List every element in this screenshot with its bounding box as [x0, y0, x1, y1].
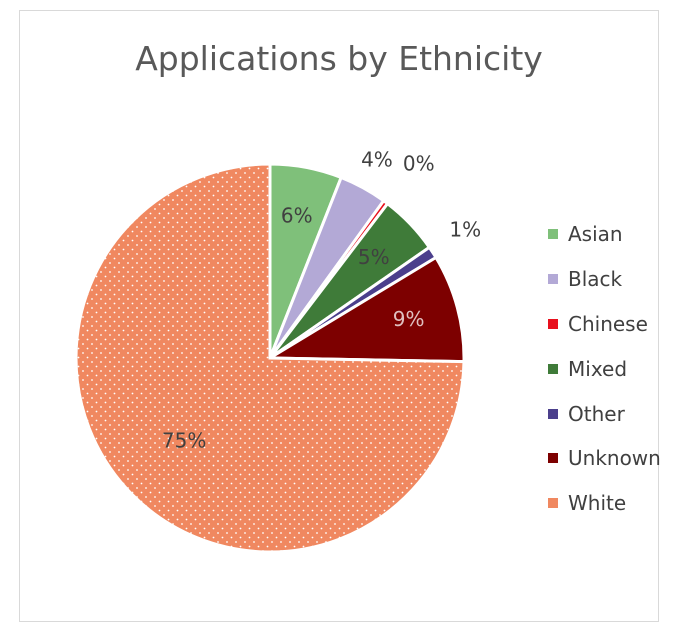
- legend-label: Chinese: [568, 311, 648, 336]
- legend-label: Mixed: [568, 356, 628, 381]
- chart-title: Applications by Ethnicity: [135, 39, 543, 78]
- legend-swatch: [548, 408, 558, 419]
- data-label-black: 4%: [361, 147, 393, 171]
- legend-label: White: [568, 491, 627, 516]
- data-label-other: 1%: [449, 218, 481, 242]
- data-label-mixed: 5%: [358, 245, 390, 269]
- legend-swatch: [548, 318, 558, 329]
- legend-swatch: [548, 363, 558, 374]
- data-label-unknown: 9%: [393, 307, 425, 331]
- legend-item-black: Black: [548, 257, 661, 302]
- legend: Asian Black Chinese Mixed Other Unknown …: [548, 212, 661, 526]
- data-label-asian: 6%: [281, 203, 313, 227]
- legend-label: Asian: [568, 222, 623, 247]
- legend-item-other: Other: [548, 391, 661, 436]
- legend-label: Unknown: [568, 446, 661, 471]
- legend-swatch: [548, 498, 558, 509]
- legend-label: Other: [568, 401, 625, 426]
- data-label-white: 75%: [162, 429, 206, 453]
- legend-item-asian: Asian: [548, 212, 661, 257]
- pie-slice-white: [74, 162, 466, 554]
- legend-label: Black: [568, 267, 623, 292]
- data-label-chinese: 0%: [403, 152, 435, 176]
- pie-slice-unknown: [264, 255, 466, 364]
- legend-swatch: [548, 229, 558, 240]
- legend-swatch: [548, 453, 558, 464]
- legend-item-white: White: [548, 481, 661, 526]
- legend-item-chinese: Chinese: [548, 302, 661, 347]
- legend-item-mixed: Mixed: [548, 346, 661, 391]
- legend-swatch: [548, 274, 558, 285]
- legend-item-unknown: Unknown: [548, 436, 661, 481]
